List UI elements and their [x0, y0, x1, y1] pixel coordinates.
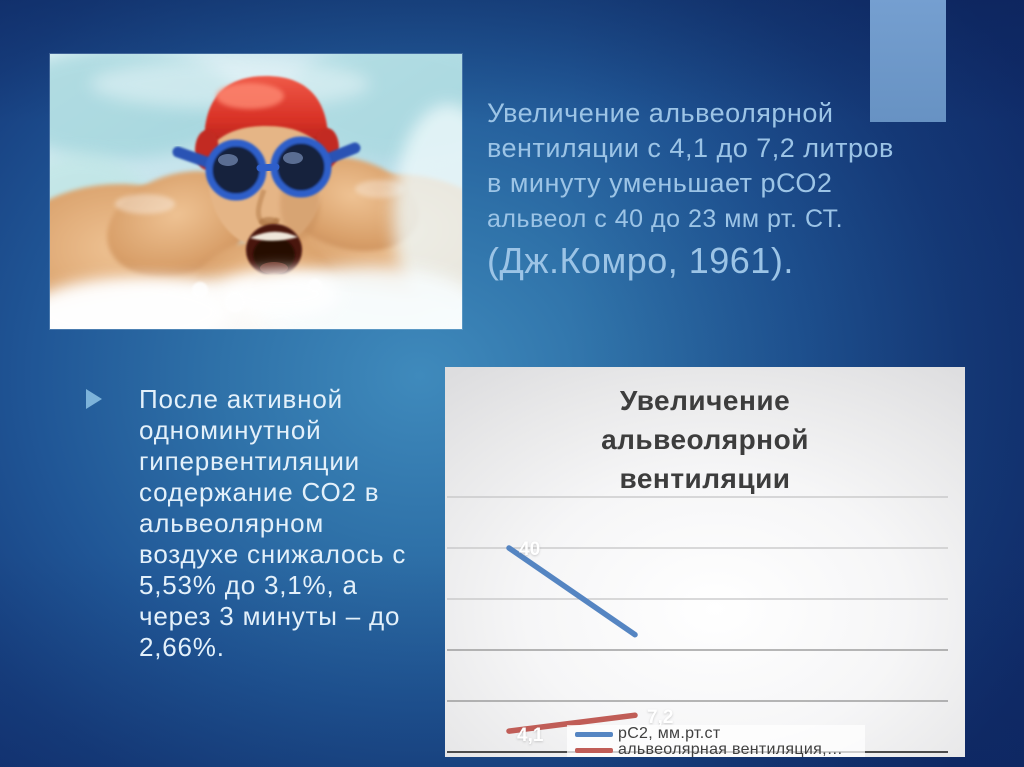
data-label-40: 40 — [519, 539, 541, 560]
data-label-4-1: 4,1 — [517, 725, 544, 747]
bullet-line: содержание СО2 в — [139, 477, 380, 507]
bullet-line: через 3 минуты – до — [139, 601, 401, 631]
legend-row: альвеолярная вентиляция,… — [575, 741, 865, 757]
chart-title: Увеличение альвеолярной вентиляции — [445, 381, 965, 498]
legend-row: рС2, мм.рт.ст — [575, 725, 865, 742]
bullet-text: После активной одноминутной гипервентиля… — [139, 384, 406, 663]
chart: Увеличение альвеолярной вентиляции 40 4,… — [445, 367, 965, 757]
bullet-line: альвеолярном — [139, 508, 325, 538]
chart-title-line: вентиляции — [619, 463, 791, 494]
goggles — [172, 136, 361, 201]
bullet-line: После активной — [139, 384, 343, 414]
slide-title: Увеличение альвеолярной вентиляции с 4,1… — [487, 96, 894, 284]
title-line: альвеол с 40 до 23 мм рт. СТ. — [487, 205, 844, 233]
legend-label: альвеолярная вентиляция,… — [618, 741, 844, 757]
data-label-7-2: 7,2 — [647, 707, 674, 729]
legend-line-swatch-blue — [575, 731, 613, 737]
bullet-triangle-icon — [86, 389, 102, 409]
swimmer-photo — [50, 54, 462, 329]
accent-rectangle — [870, 0, 946, 122]
bullet-line: гипервентиляции — [139, 446, 360, 476]
legend-label: рС2, мм.рт.ст — [618, 725, 721, 742]
legend-line-swatch-red — [575, 747, 613, 753]
bullet-line: воздухе снижалось с — [139, 539, 407, 569]
title-line: вентиляции с 4,1 до 7,2 литров — [487, 133, 894, 163]
swimmer-photo-vector — [50, 54, 462, 329]
bullet-line: 5,53% до 3,1%, а — [139, 570, 358, 600]
title-line: Увеличение альвеолярной — [487, 98, 834, 128]
title-line: в минуту уменьшает рСО2 — [487, 168, 833, 198]
bullet-line: 2,66%. — [139, 632, 225, 662]
bullet-line: одноминутной — [139, 415, 322, 445]
chart-legend: рС2, мм.рт.ст альвеолярная вентиляция,… — [567, 725, 865, 757]
citation-text: (Дж.Комро, 1961). — [487, 240, 794, 281]
chart-title-line: альвеолярной — [601, 424, 809, 455]
chart-title-line: Увеличение — [619, 385, 791, 416]
water-foam — [50, 104, 462, 329]
